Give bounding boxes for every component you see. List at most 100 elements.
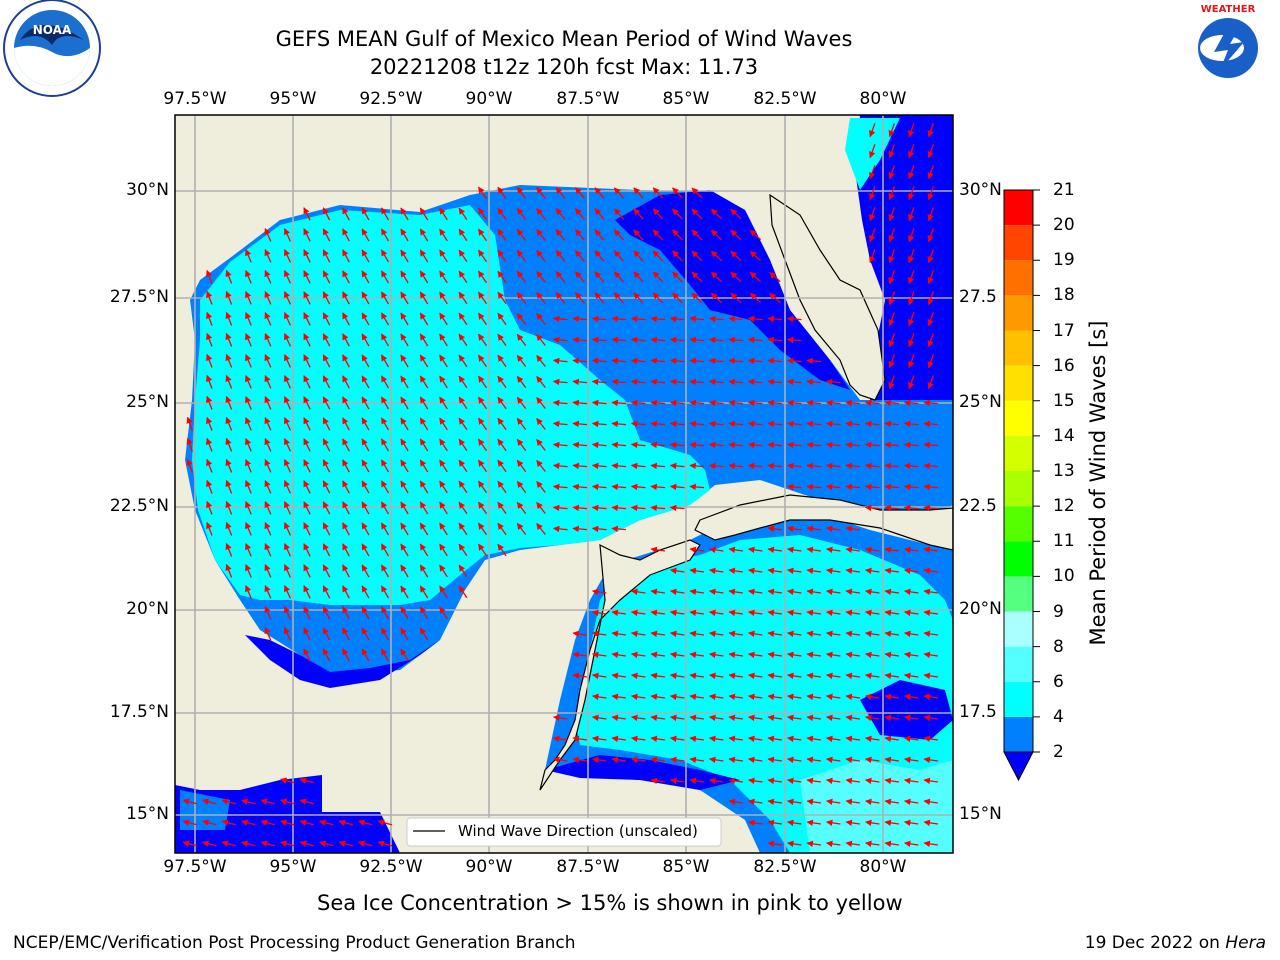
wind-wave-arrow <box>689 651 704 659</box>
wind-wave-arrow <box>689 378 705 386</box>
wind-wave-arrow <box>708 441 724 449</box>
wind-wave-arrow <box>884 462 900 470</box>
wind-wave-arrow <box>650 693 665 701</box>
colorbar-tick-label: 19 <box>1053 250 1075 271</box>
wind-wave-arrow <box>923 651 938 659</box>
wind-wave-arrow <box>806 693 821 701</box>
wind-wave-arrow <box>611 504 627 512</box>
wind-wave-arrow <box>650 609 665 617</box>
wind-wave-arrow <box>908 165 915 180</box>
lon-label-bottom: 95°W <box>269 857 317 877</box>
wind-wave-arrow <box>786 672 802 680</box>
wind-wave-arrow <box>884 630 899 638</box>
wind-wave-arrow <box>669 462 685 470</box>
wind-wave-arrow <box>458 396 468 410</box>
wind-wave-arrow <box>572 420 588 428</box>
wind-wave-arrow <box>728 378 744 386</box>
wind-wave-arrow <box>903 756 919 764</box>
wind-wave-arrow <box>572 462 588 470</box>
wind-wave-arrow <box>689 441 705 449</box>
wind-wave-arrow <box>728 630 743 638</box>
wind-wave-arrow <box>669 609 685 617</box>
wind-wave-arrow <box>322 270 331 284</box>
wind-wave-arrow <box>908 186 915 201</box>
wind-wave-arrow <box>708 609 724 617</box>
wind-wave-arrow <box>342 228 350 242</box>
wind-wave-arrow <box>650 462 666 470</box>
wind-wave-arrow <box>572 357 588 365</box>
wind-wave-arrow <box>908 249 915 264</box>
wind-wave-arrow <box>786 630 802 638</box>
wind-wave-arrow <box>439 291 448 305</box>
wind-wave-arrow <box>572 672 587 680</box>
wind-wave-arrow <box>458 375 468 389</box>
wind-wave-arrow <box>594 271 605 283</box>
lat-label-left: 27.5°N <box>109 287 169 307</box>
wind-wave-arrow <box>669 777 685 785</box>
wind-wave-arrow <box>845 672 860 680</box>
wind-wave-arrow <box>633 250 644 262</box>
wind-wave-arrow <box>552 399 568 407</box>
colorbar-band <box>1004 365 1033 401</box>
wind-wave-arrow <box>923 483 939 491</box>
wind-wave-arrow <box>322 522 331 536</box>
wind-wave-arrow <box>650 672 665 680</box>
wind-wave-arrow <box>264 438 272 452</box>
wind-wave-arrow <box>400 648 409 662</box>
wind-wave-arrow <box>806 819 821 827</box>
lat-label-right: 30°N <box>959 180 1002 200</box>
colorbar-band <box>1004 681 1033 717</box>
wind-wave-arrow <box>884 714 899 722</box>
wind-wave-arrow <box>400 396 409 410</box>
wind-wave-arrow <box>630 336 646 344</box>
wind-wave-arrow <box>303 375 311 389</box>
wind-wave-arrow <box>342 522 350 536</box>
colorbar-tick-label: 4 <box>1053 706 1064 727</box>
wind-wave-arrow <box>845 735 860 743</box>
wind-wave-arrow <box>477 249 488 263</box>
colorbar-tick-label: 16 <box>1053 355 1075 376</box>
wind-wave-arrow <box>361 375 370 389</box>
wind-wave-arrow <box>708 588 724 596</box>
wind-wave-arrow <box>747 693 763 701</box>
wind-wave-arrow <box>927 123 935 138</box>
wind-wave-arrow <box>591 462 607 470</box>
wind-wave-arrow <box>245 333 252 347</box>
wind-wave-arrow <box>888 228 896 243</box>
wind-wave-arrow <box>786 777 802 785</box>
wind-wave-arrow <box>284 312 291 326</box>
wind-wave-arrow <box>342 375 350 389</box>
wind-wave-arrow <box>806 378 822 386</box>
wind-wave-arrow <box>536 480 546 493</box>
wind-wave-arrow <box>689 483 705 491</box>
wind-wave-arrow <box>767 651 782 659</box>
wind-wave-arrow <box>845 609 860 617</box>
wind-wave-arrow <box>908 123 915 138</box>
wind-wave-arrow <box>264 480 272 494</box>
wind-wave-arrow <box>458 543 468 557</box>
wind-wave-arrow <box>652 229 664 241</box>
wind-wave-arrow <box>594 250 605 262</box>
wind-wave-arrow <box>630 420 646 428</box>
wind-wave-arrow <box>458 438 468 452</box>
wind-wave-arrow <box>322 627 331 641</box>
wind-wave-arrow <box>284 354 291 368</box>
wind-wave-arrow <box>669 441 685 449</box>
lat-label-left: 17.5°N <box>109 702 169 722</box>
wind-wave-arrow <box>245 270 252 284</box>
wind-wave-arrow <box>380 375 390 389</box>
wind-wave-arrow <box>611 714 626 722</box>
wind-wave-arrow <box>884 609 899 617</box>
wind-wave-arrow <box>303 291 311 305</box>
wind-wave-arrow <box>284 501 291 515</box>
wind-wave-arrow <box>669 714 685 722</box>
wind-wave-arrow <box>322 459 331 473</box>
wind-wave-arrow <box>342 438 350 452</box>
wind-wave-arrow <box>825 714 841 722</box>
wind-wave-arrow <box>497 438 507 452</box>
wind-wave-arrow <box>497 417 507 431</box>
wind-wave-arrow <box>342 396 350 410</box>
wind-wave-arrow <box>611 315 627 323</box>
wind-wave-arrow <box>299 777 314 784</box>
